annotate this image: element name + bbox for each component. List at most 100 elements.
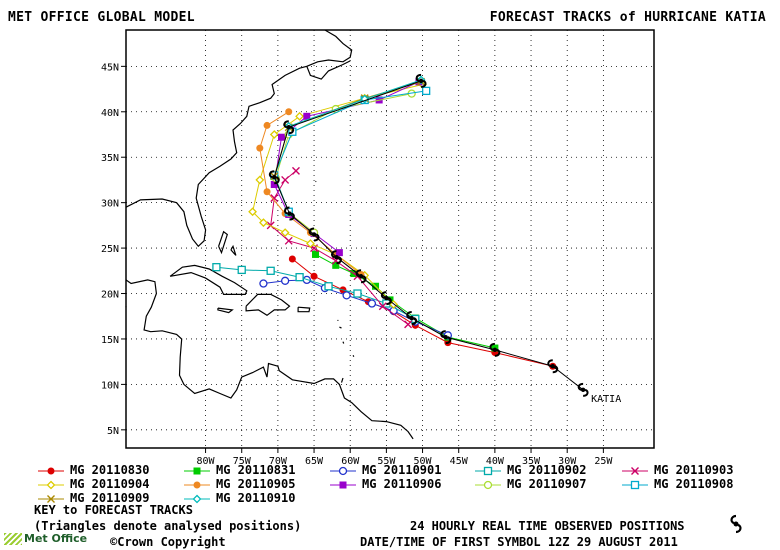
legend-item: MG 20110904 xyxy=(38,477,149,491)
track-marker xyxy=(338,466,348,475)
legend-label: MG 20110909 xyxy=(70,491,150,505)
legend-item: MG 20110908 xyxy=(622,477,733,491)
island xyxy=(218,230,229,255)
legend-swatch xyxy=(38,494,64,503)
track-marker xyxy=(342,291,351,300)
storm-label: KATIA xyxy=(591,394,621,405)
legend-item: MG 20110903 xyxy=(622,463,733,477)
hurricane-position-icon xyxy=(489,342,501,357)
coastline xyxy=(306,60,351,80)
legend-swatch xyxy=(475,480,501,489)
forecast-track-line xyxy=(259,111,362,275)
lat-tick-label: 20N xyxy=(101,290,119,301)
copyright: ©Crown Copyright xyxy=(110,535,226,549)
track-marker xyxy=(47,467,55,474)
track-marker xyxy=(193,481,201,488)
track-marker xyxy=(263,121,271,129)
hurricane-position-icon xyxy=(547,359,559,374)
key-title: KEY to FORECAST TRACKS xyxy=(34,503,193,517)
track-marker xyxy=(483,480,493,489)
legend-swatch xyxy=(330,481,356,488)
lat-tick-label: 10N xyxy=(101,380,119,391)
legend-item: MG 20110901 xyxy=(330,463,441,477)
legend-swatch xyxy=(184,467,210,474)
track-marker xyxy=(312,250,320,258)
track-marker xyxy=(192,494,202,503)
legend-label: MG 20110902 xyxy=(507,463,587,477)
hurricane-position-icon xyxy=(283,120,295,135)
track-marker xyxy=(367,299,377,308)
coastline xyxy=(125,279,414,440)
legend-item: MG 20110910 xyxy=(184,491,295,505)
track-marker xyxy=(295,111,305,121)
legend-item: MG 20110902 xyxy=(475,463,586,477)
legend-swatch xyxy=(622,466,648,475)
track-marker xyxy=(280,276,290,285)
track-marker xyxy=(259,279,268,288)
map-title-left: MET OFFICE GLOBAL MODEL xyxy=(8,10,195,25)
track-marker xyxy=(339,481,347,488)
island xyxy=(352,355,355,357)
track-marker xyxy=(291,166,300,175)
track-marker xyxy=(263,188,271,196)
track-marker xyxy=(193,467,201,474)
legend-swatch xyxy=(330,466,356,475)
track-marker xyxy=(237,265,246,275)
lon-tick-label: 65W xyxy=(305,456,324,467)
hurricane-position-icon xyxy=(440,330,452,345)
island xyxy=(169,264,248,295)
track-marker xyxy=(303,112,311,120)
legend-label: MG 20110901 xyxy=(362,463,442,477)
legend-swatch xyxy=(38,467,64,474)
track-marker xyxy=(295,273,304,282)
legend-item: MG 20110905 xyxy=(184,477,295,491)
met-office-logo: Met Office xyxy=(4,532,87,545)
hurricane-position-icon xyxy=(415,73,427,88)
lat-tick-label: 25N xyxy=(101,244,119,255)
track-marker xyxy=(332,261,340,269)
track-marker xyxy=(378,302,387,311)
track-marker xyxy=(212,263,221,272)
track-marker xyxy=(248,207,257,217)
lon-tick-label: 40W xyxy=(486,456,505,467)
legend-label: MG 20110910 xyxy=(216,491,296,505)
track-marker xyxy=(266,221,275,230)
island xyxy=(245,293,291,317)
track-marker xyxy=(631,466,639,475)
lon-tick-label: 60W xyxy=(341,456,360,467)
track-marker xyxy=(335,249,343,257)
map-frame xyxy=(125,29,655,449)
track-marker xyxy=(270,194,279,203)
hurricane-position-icon xyxy=(268,170,280,185)
track-marker xyxy=(324,282,333,291)
hurricane-position-icon xyxy=(380,291,392,306)
lon-tick-label: 55W xyxy=(377,456,396,467)
hurricane-position-icon xyxy=(355,269,367,284)
legend-item: MG 20110830 xyxy=(38,463,149,477)
forecast-track xyxy=(256,108,365,278)
lat-tick-label: 45N xyxy=(101,62,119,73)
lon-tick-label: 35W xyxy=(522,456,541,467)
track-marker xyxy=(284,236,293,245)
legend-label: MG 20110830 xyxy=(70,463,150,477)
map-title-right: FORECAST TRACKS of HURRICANE KATIA xyxy=(489,10,766,25)
track-marker xyxy=(47,494,55,503)
legend-label: MG 20110907 xyxy=(507,477,587,491)
triangles-note: (Triangles denote analysed positions) xyxy=(34,519,302,533)
legend-swatch xyxy=(184,481,210,488)
met-office-logo-icon xyxy=(4,533,22,545)
track-marker xyxy=(630,480,640,489)
lat-tick-label: 35N xyxy=(101,153,119,164)
lat-tick-label: 40N xyxy=(101,108,119,119)
legend-label: MG 20110905 xyxy=(216,477,296,491)
legend-label: MG 20110831 xyxy=(216,463,296,477)
hurricane-position-icon xyxy=(284,206,295,221)
lat-tick-label: 30N xyxy=(101,199,119,210)
legend-swatch xyxy=(184,494,210,503)
lon-tick-label: 25W xyxy=(594,456,613,467)
legend-item: MG 20110906 xyxy=(330,477,441,491)
track-marker xyxy=(360,94,370,104)
legend-label: MG 20110906 xyxy=(362,477,442,491)
lon-tick-label: 45W xyxy=(450,456,469,467)
legend-item: MG 20110907 xyxy=(475,477,586,491)
